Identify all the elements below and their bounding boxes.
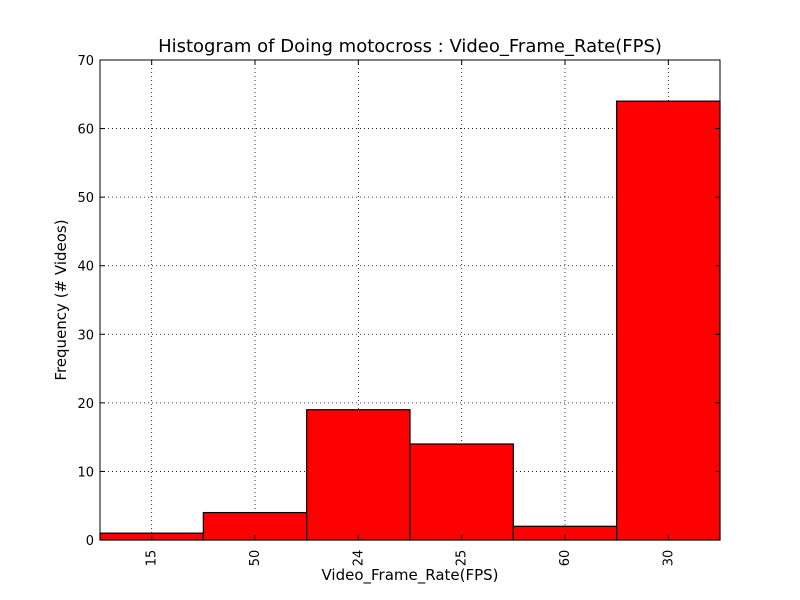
y-tick-label: 30: [77, 328, 94, 343]
y-tick-label: 20: [77, 397, 94, 412]
bar-24: [306, 409, 411, 541]
x-tick-label: 60: [558, 550, 573, 567]
chart-title: Histogram of Doing motocross : Video_Fra…: [158, 36, 662, 57]
y-tick-label: 50: [77, 191, 94, 206]
x-tick-label: 50: [248, 550, 263, 567]
y-tick-label: 0: [86, 534, 94, 549]
x-tick-label: 25: [455, 550, 470, 567]
bar-25: [409, 443, 514, 541]
y-tick-label: 70: [77, 54, 94, 69]
y-tick-label: 10: [77, 465, 94, 480]
x-tick-label: 24: [351, 550, 366, 567]
plot-frame: [99, 59, 721, 541]
x-tick-label: 30: [661, 550, 676, 567]
y-axis-label: Frequency (# Videos): [52, 219, 70, 380]
bars: [99, 100, 721, 541]
bar-30: [616, 100, 721, 541]
x-tick-label: 15: [145, 550, 160, 567]
y-tick-label: 40: [77, 260, 94, 275]
x-axis-label: Video_Frame_Rate(FPS): [321, 566, 498, 585]
y-tick-label: 60: [77, 123, 94, 138]
axis-ticks: 0 10 20 30 40 50 60 70 15 50 24 25 60 30: [77, 54, 720, 566]
